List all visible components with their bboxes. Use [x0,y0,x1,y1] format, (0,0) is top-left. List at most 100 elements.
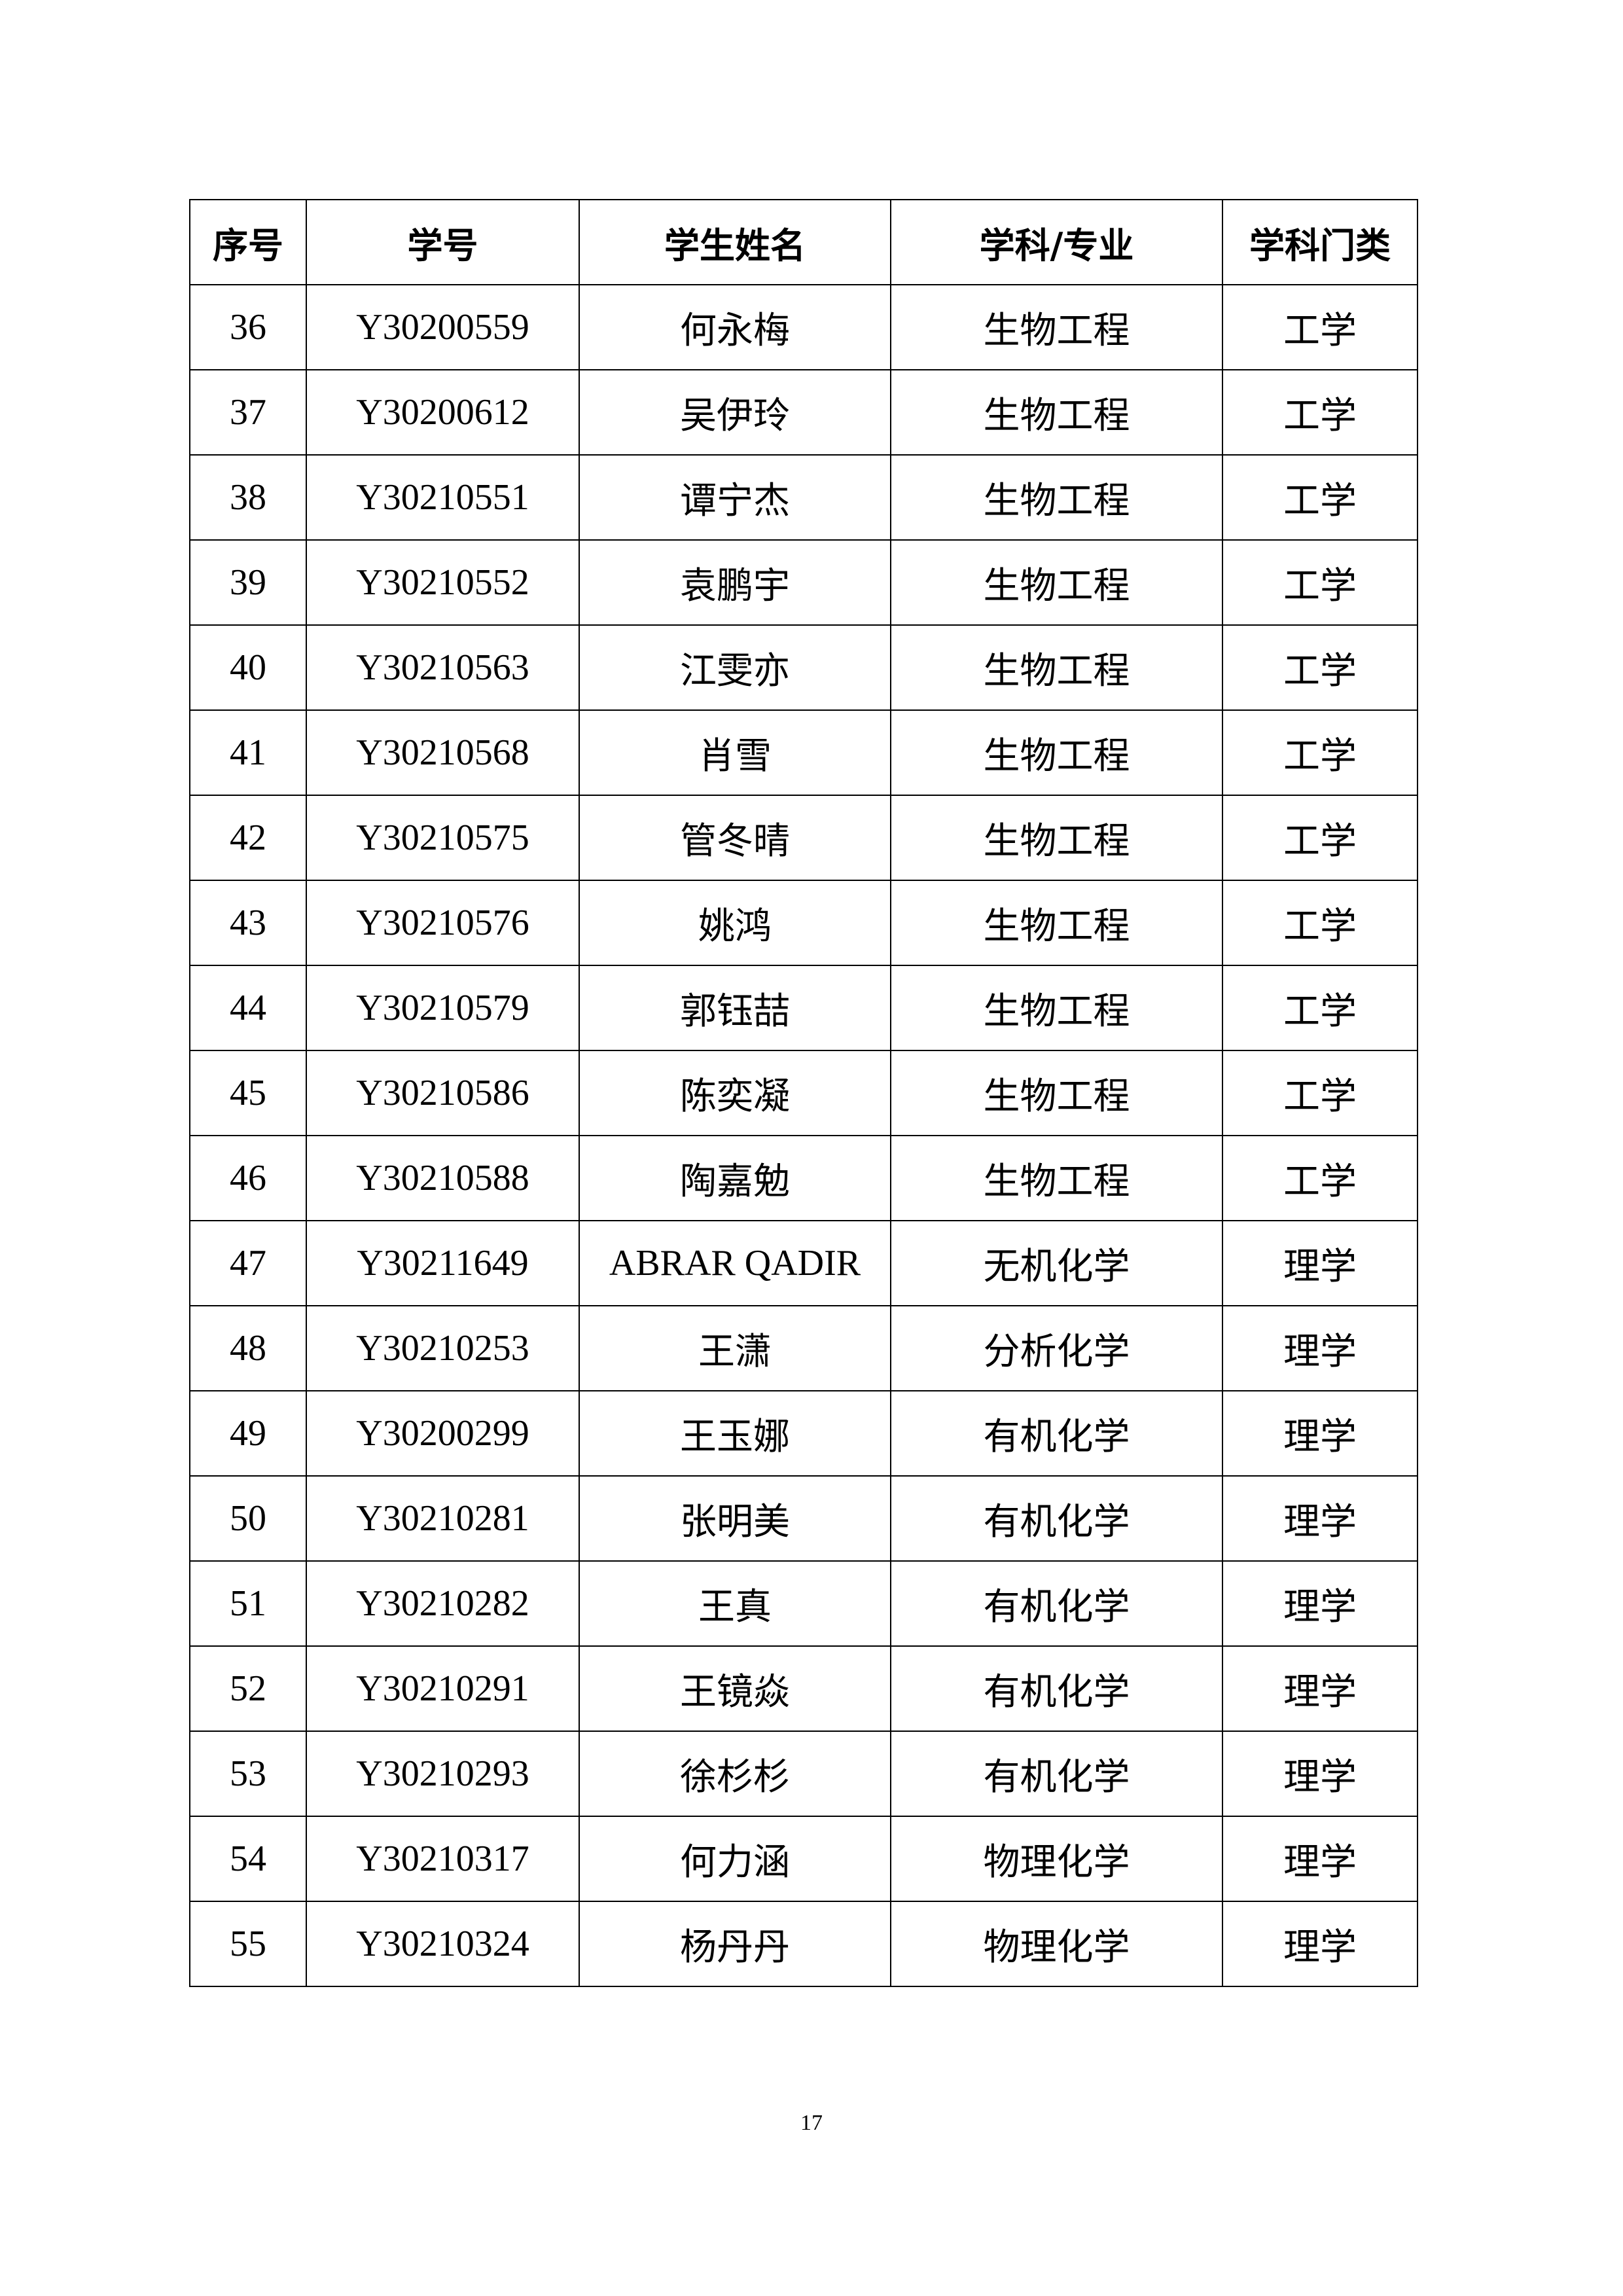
cell-category: 理学 [1222,1816,1418,1902]
cell-student-name: 肖雪 [579,709,891,796]
cell-major: 物理化学 [890,1901,1223,1987]
cell-index: 38 [189,454,307,541]
cell-index: 53 [189,1731,307,1817]
cell-student-id: Y30210253 [306,1305,580,1391]
cell-student-name: 王真 [579,1560,891,1647]
cell-index: 39 [189,539,307,626]
cell-student-name: ABRAR QADIR [579,1220,891,1306]
cell-student-id: Y30210317 [306,1816,580,1902]
cell-index: 42 [189,795,307,881]
cell-major: 有机化学 [890,1390,1223,1477]
table-row: 49 Y30200299 王玉娜 有机化学 理学 [189,1390,1418,1477]
cell-student-name: 陈奕凝 [579,1050,891,1136]
cell-student-name: 张明美 [579,1475,891,1562]
cell-category: 理学 [1222,1475,1418,1562]
cell-index: 47 [189,1220,307,1306]
cell-category: 工学 [1222,454,1418,541]
table-row: 48 Y30210253 王潇 分析化学 理学 [189,1305,1418,1391]
cell-index: 55 [189,1901,307,1987]
cell-index: 43 [189,880,307,966]
cell-category: 工学 [1222,369,1418,456]
table-row: 44 Y30210579 郭钰喆 生物工程 工学 [189,965,1418,1051]
cell-student-id: Y30210563 [306,624,580,711]
cell-student-name: 王镜焱 [579,1645,891,1732]
cell-student-id: Y30210551 [306,454,580,541]
cell-student-name: 陶嘉勉 [579,1135,891,1221]
table-row: 42 Y30210575 管冬晴 生物工程 工学 [189,795,1418,881]
cell-major: 生物工程 [890,284,1223,370]
cell-major: 生物工程 [890,1050,1223,1136]
cell-student-id: Y30210576 [306,880,580,966]
cell-student-id: Y30210324 [306,1901,580,1987]
cell-major: 有机化学 [890,1475,1223,1562]
cell-category: 理学 [1222,1560,1418,1647]
cell-category: 工学 [1222,880,1418,966]
cell-student-id: Y30210575 [306,795,580,881]
table-row: 55 Y30210324 杨丹丹 物理化学 理学 [189,1901,1418,1987]
cell-category: 理学 [1222,1645,1418,1732]
cell-student-name: 谭宁杰 [579,454,891,541]
table-row: 52 Y30210291 王镜焱 有机化学 理学 [189,1645,1418,1732]
cell-major: 无机化学 [890,1220,1223,1306]
cell-student-id: Y30200559 [306,284,580,370]
cell-student-id: Y30210282 [306,1560,580,1647]
cell-student-name: 郭钰喆 [579,965,891,1051]
cell-student-name: 何永梅 [579,284,891,370]
header-major: 学科/专业 [890,199,1223,285]
cell-major: 生物工程 [890,369,1223,456]
cell-category: 理学 [1222,1901,1418,1987]
header-index: 序号 [189,199,307,285]
cell-index: 41 [189,709,307,796]
cell-major: 生物工程 [890,454,1223,541]
cell-index: 51 [189,1560,307,1647]
cell-student-id: Y30210293 [306,1731,580,1817]
cell-category: 理学 [1222,1305,1418,1391]
cell-index: 46 [189,1135,307,1221]
cell-major: 生物工程 [890,624,1223,711]
cell-major: 生物工程 [890,880,1223,966]
table-row: 54 Y30210317 何力涵 物理化学 理学 [189,1816,1418,1902]
student-table: 序号 学号 学生姓名 学科/专业 学科门类 36 Y30200559 何永梅 生物工程… [189,199,1418,1987]
cell-major: 生物工程 [890,795,1223,881]
cell-student-id: Y30210281 [306,1475,580,1562]
cell-student-name: 何力涵 [579,1816,891,1902]
cell-student-name: 姚鸿 [579,880,891,966]
table-row: 37 Y30200612 吴伊玲 生物工程 工学 [189,369,1418,456]
cell-category: 工学 [1222,624,1418,711]
page-number: 17 [800,2111,823,2135]
cell-category: 工学 [1222,1135,1418,1221]
header-category: 学科门类 [1222,199,1418,285]
cell-major: 生物工程 [890,709,1223,796]
table-row: 50 Y30210281 张明美 有机化学 理学 [189,1475,1418,1562]
table-row: 51 Y30210282 王真 有机化学 理学 [189,1560,1418,1647]
cell-index: 52 [189,1645,307,1732]
cell-student-name: 吴伊玲 [579,369,891,456]
cell-index: 40 [189,624,307,711]
cell-student-id: Y30211649 [306,1220,580,1306]
cell-major: 分析化学 [890,1305,1223,1391]
cell-student-name: 袁鹏宇 [579,539,891,626]
cell-index: 49 [189,1390,307,1477]
cell-index: 36 [189,284,307,370]
cell-category: 工学 [1222,709,1418,796]
cell-student-id: Y30200612 [306,369,580,456]
table-row: 41 Y30210568 肖雪 生物工程 工学 [189,709,1418,796]
table-row: 53 Y30210293 徐杉杉 有机化学 理学 [189,1731,1418,1817]
cell-major: 有机化学 [890,1560,1223,1647]
table-header-row: 序号 学号 学生姓名 学科/专业 学科门类 [189,199,1418,285]
header-student-name: 学生姓名 [579,199,891,285]
cell-major: 有机化学 [890,1645,1223,1732]
cell-student-name: 王玉娜 [579,1390,891,1477]
table-row: 39 Y30210552 袁鹏宇 生物工程 工学 [189,539,1418,626]
cell-student-id: Y30210588 [306,1135,580,1221]
cell-index: 54 [189,1816,307,1902]
cell-student-name: 江雯亦 [579,624,891,711]
cell-category: 工学 [1222,284,1418,370]
cell-student-id: Y30210291 [306,1645,580,1732]
cell-student-id: Y30200299 [306,1390,580,1477]
table-row: 36 Y30200559 何永梅 生物工程 工学 [189,284,1418,370]
cell-category: 工学 [1222,1050,1418,1136]
table-row: 47 Y30211649 ABRAR QADIR 无机化学 理学 [189,1220,1418,1306]
cell-category: 理学 [1222,1220,1418,1306]
table-row: 40 Y30210563 江雯亦 生物工程 工学 [189,624,1418,711]
